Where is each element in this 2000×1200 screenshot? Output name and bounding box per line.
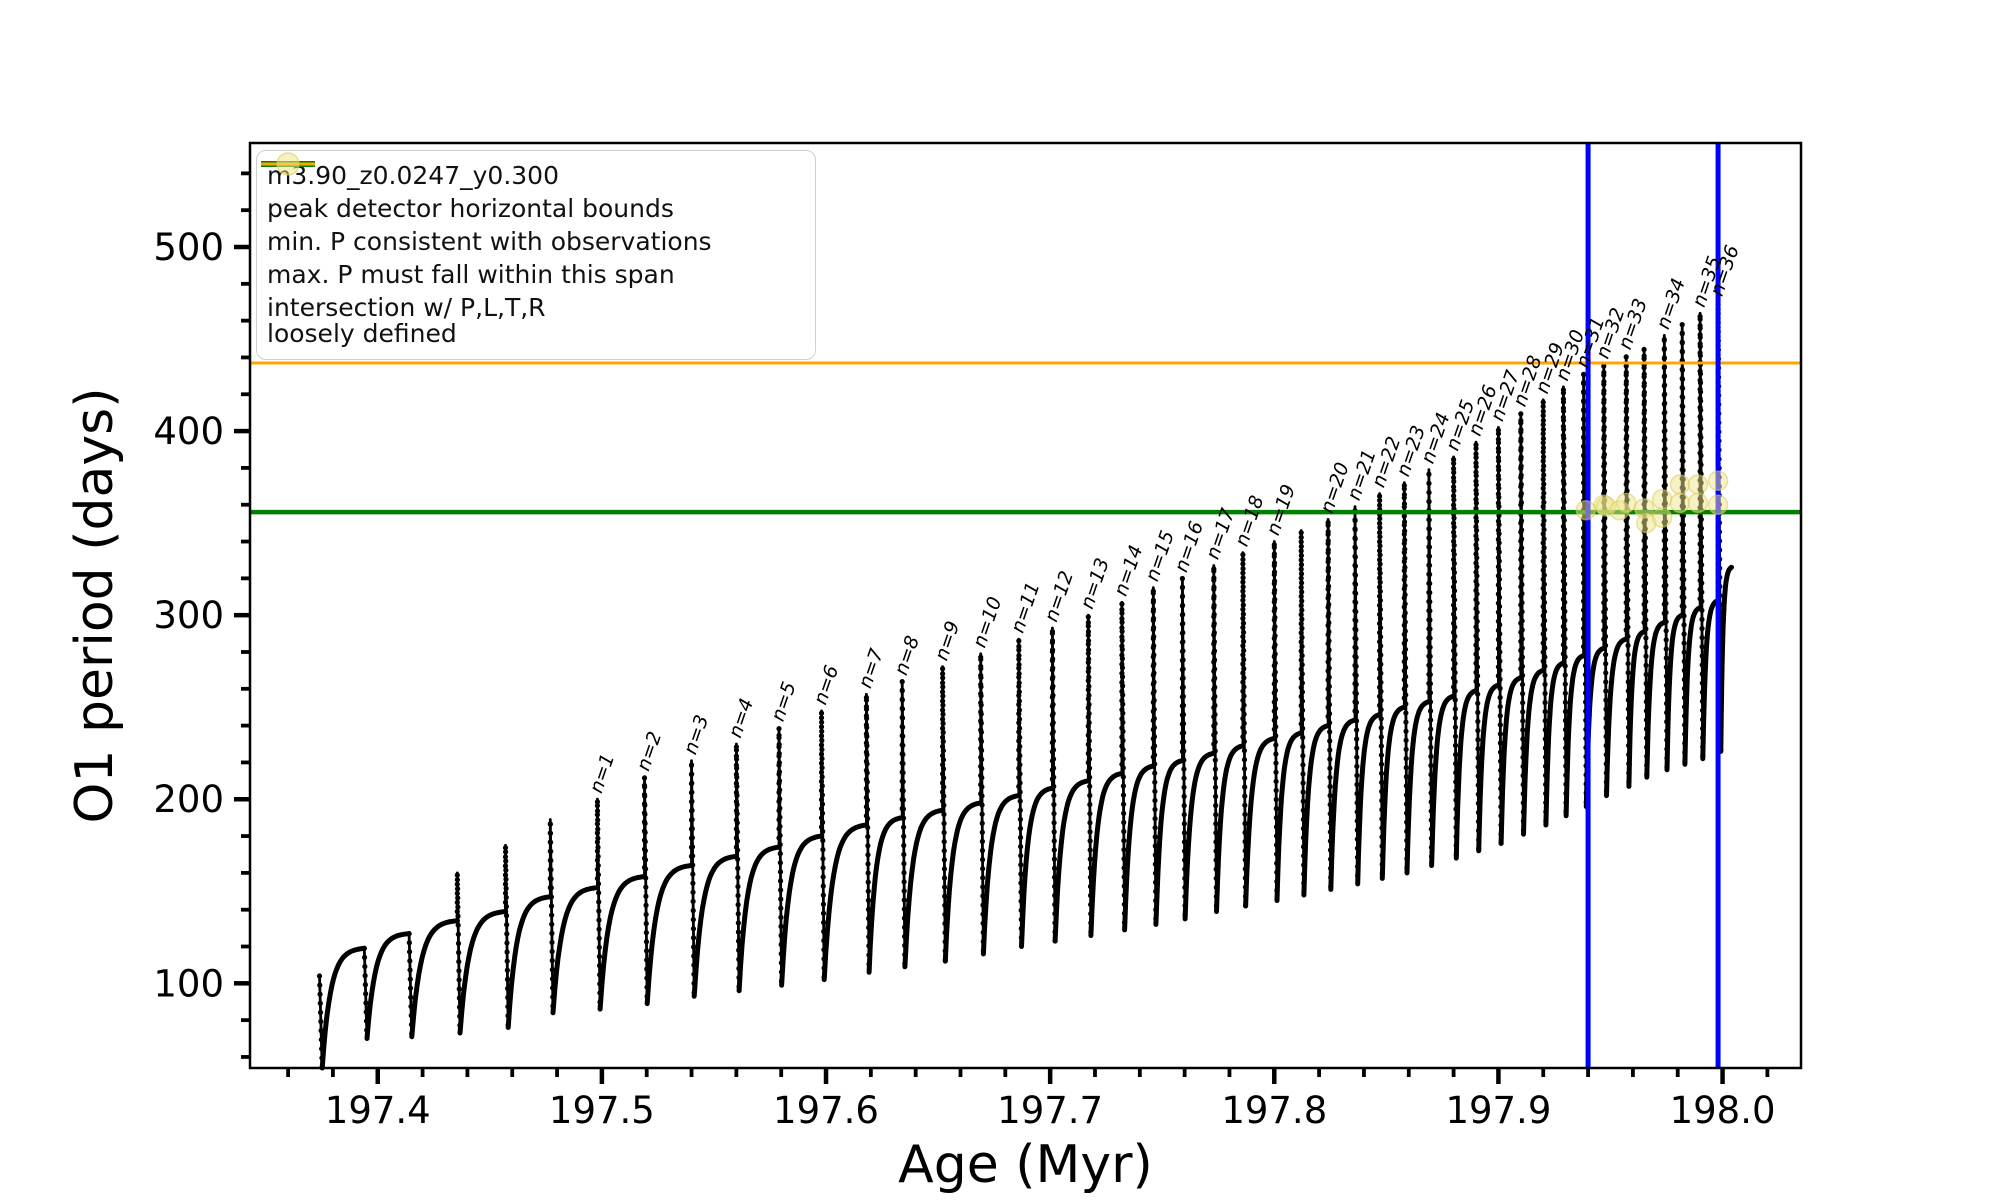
legend-entry-intersection: intersection w/ P,L,T,R loosely defined [267, 152, 801, 348]
y-tick-label: 100 [153, 962, 224, 1005]
x-tick-label: 198.0 [1670, 1089, 1776, 1132]
peak-label: n=1 [585, 751, 619, 796]
peak-label: n=13 [1076, 555, 1114, 611]
legend-label-max-p: max. P must fall within this span [267, 260, 675, 289]
intersection-dot [1651, 488, 1673, 510]
intersection-dot [1687, 492, 1709, 514]
peak-label: n=2 [632, 729, 666, 774]
x-axis-label: Age (Myr) [898, 1135, 1153, 1195]
x-tick-label: 197.6 [773, 1089, 879, 1132]
data-series-markers [316, 302, 1724, 1071]
legend-entry-track: m3.90_z0.0247_y0.300 [261, 161, 801, 190]
intersection-dot [1651, 507, 1673, 528]
peak-label: n=11 [1007, 579, 1045, 635]
legend-label-track: m3.90_z0.0247_y0.300 [267, 161, 559, 190]
x-tick-label: 197.4 [325, 1089, 431, 1132]
intersection-dot [1615, 492, 1637, 514]
y-tick-label: 500 [153, 226, 224, 269]
peak-label: n=7 [854, 646, 888, 691]
peak-label: n=9 [930, 618, 964, 663]
legend-label-intersection: intersection w/ P,L,T,R loosely defined [267, 293, 546, 348]
legend-label-peak-bounds: peak detector horizontal bounds [267, 194, 674, 223]
peak-label: n=8 [890, 633, 924, 678]
intersection-dot [1669, 492, 1691, 514]
legend-entry-peak-bounds: peak detector horizontal bounds [261, 161, 801, 223]
x-tick-label: 197.9 [1445, 1089, 1551, 1132]
legend-entry-max-p: max. P must fall within this span [261, 162, 801, 289]
plot-border [248, 141, 1803, 1070]
y-tick-label: 300 [153, 594, 224, 637]
peak-label: n=3 [679, 712, 713, 757]
intersection-dot [1687, 474, 1709, 495]
intersection-dot [1707, 494, 1729, 515]
intersection-dot [1575, 499, 1597, 521]
x-tick-label: 197.5 [549, 1089, 655, 1132]
peak-label: n=14 [1110, 542, 1148, 598]
x-tick-label: 197.8 [1221, 1089, 1327, 1132]
peak-label: n=15 [1141, 528, 1179, 584]
intersection-dot [1669, 474, 1691, 495]
legend-entry-min-p: min. P consistent with observations [261, 161, 801, 256]
peak-label: n=16 [1170, 519, 1208, 575]
peak-label: n=10 [969, 594, 1007, 650]
x-tick-label: 197.7 [997, 1089, 1103, 1132]
y-tick-label: 400 [153, 410, 224, 453]
data-series-arcs [319, 564, 1734, 1071]
peak-label: n=6 [809, 662, 843, 707]
peak-label: n=12 [1040, 568, 1078, 624]
legend-label-min-p: min. P consistent with observations [267, 227, 712, 256]
intersection-dot [1707, 470, 1729, 492]
peak-label: n=5 [767, 679, 801, 724]
peak-label: n=4 [724, 696, 758, 741]
legend: m3.90_z0.0247_y0.300 peak detector horiz… [256, 150, 816, 360]
yellow-dot-icon [276, 152, 300, 176]
y-axis-label: O1 period (days) [65, 387, 125, 823]
y-tick-label: 200 [153, 778, 224, 821]
